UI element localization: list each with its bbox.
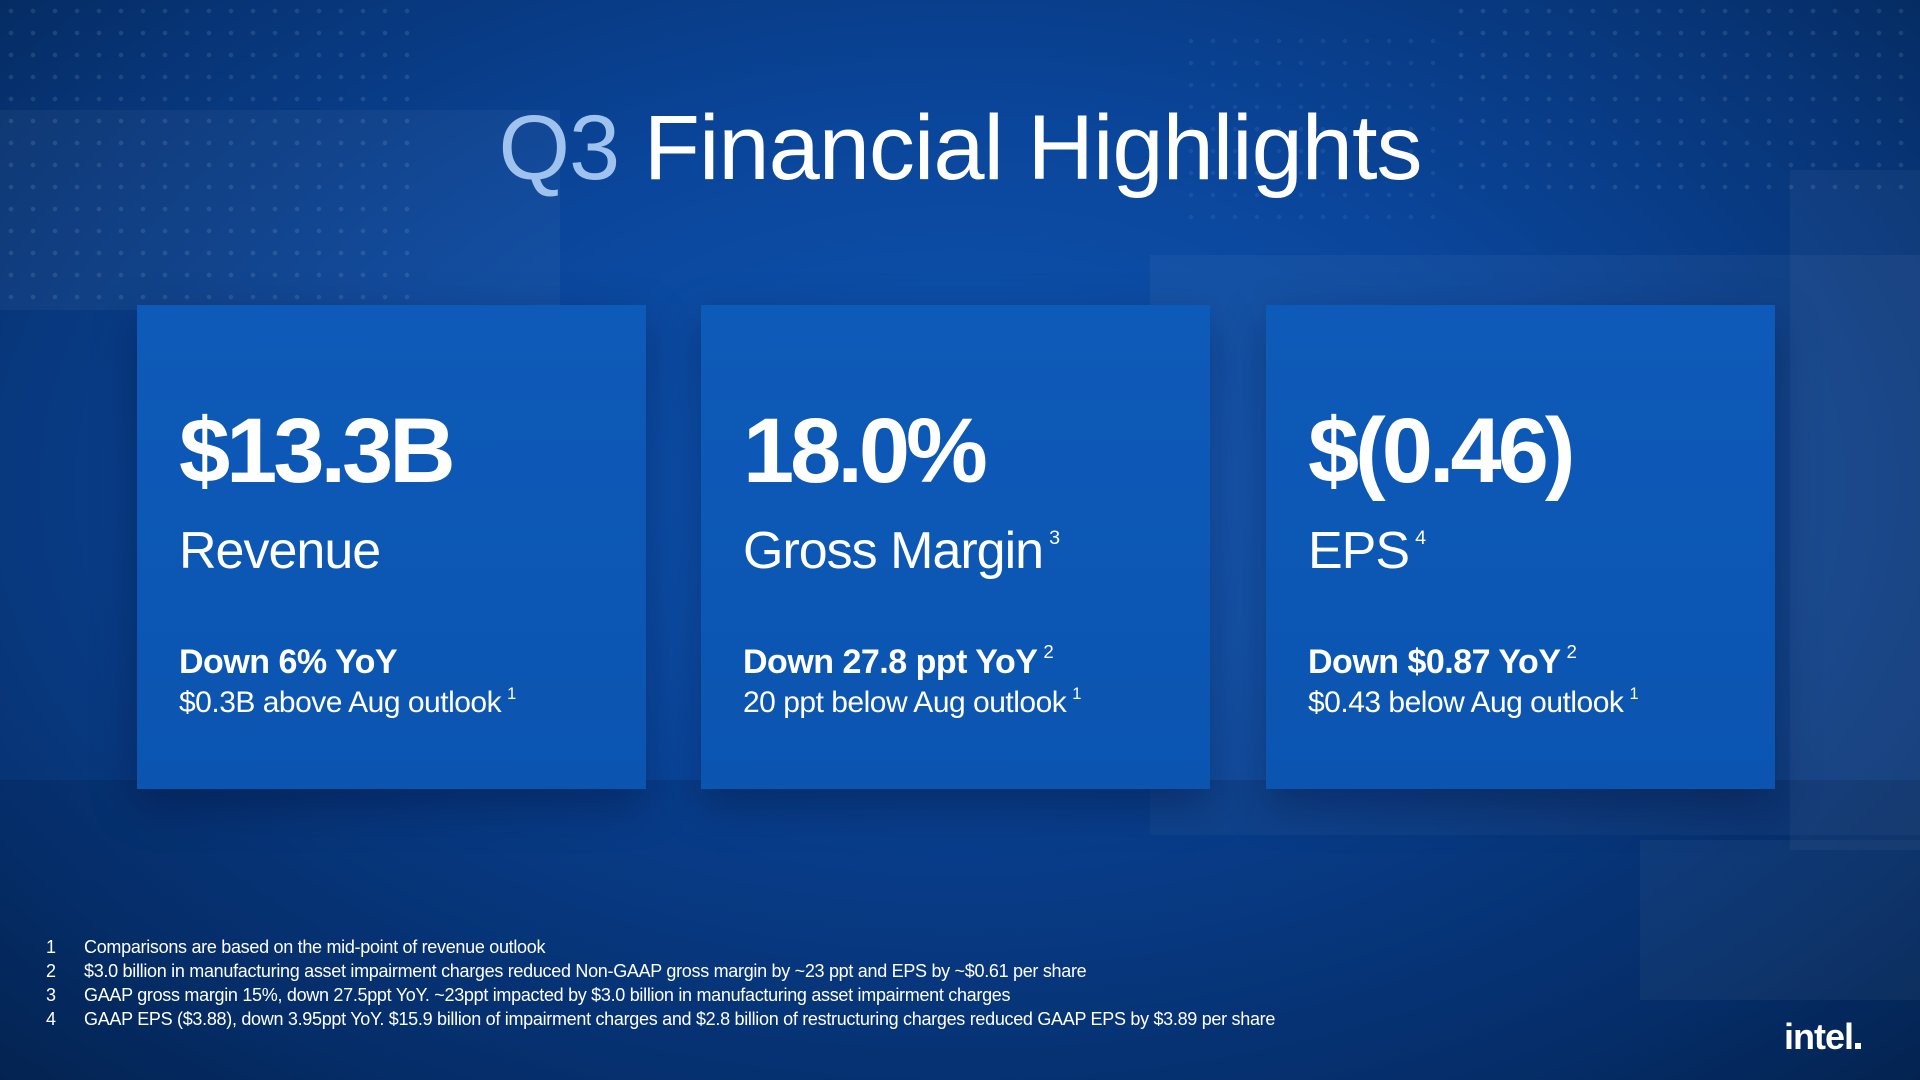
footnote-ref: 1 <box>1629 685 1639 703</box>
card-delta-text: Down $0.87 YoY <box>1308 643 1561 681</box>
background-block <box>1790 170 1920 850</box>
card-label: Gross Margin 3 <box>743 525 1060 577</box>
background-dot-pattern-right <box>1450 0 1920 200</box>
logo-text: intel <box>1784 1016 1854 1057</box>
footnote-item: 1 Comparisons are based on the mid-point… <box>46 935 1275 959</box>
card-outlook-text: $0.3B above Aug outlook <box>179 686 502 719</box>
card-outlook-text: 20 ppt below Aug outlook <box>743 686 1067 719</box>
card-delta-text: Down 6% YoY <box>179 643 398 681</box>
background-dot-pattern-mid <box>1180 30 1440 220</box>
card-label-text: EPS <box>1308 522 1410 580</box>
background-block <box>1640 840 1920 1000</box>
footnote-number: 4 <box>46 1009 56 1029</box>
card-outlook-text: $0.43 below Aug outlook <box>1308 686 1624 719</box>
card-outlook: $0.3B above Aug outlook 1 <box>179 685 516 719</box>
card-outlook: 20 ppt below Aug outlook 1 <box>743 685 1081 719</box>
footnote-text: GAAP EPS ($3.88), down 3.95ppt YoY. $15.… <box>84 1009 1276 1029</box>
card-value: $13.3B <box>179 400 456 502</box>
footnote-item: 2 $3.0 billion in manufacturing asset im… <box>46 959 1275 983</box>
title-text: Financial Highlights <box>643 97 1423 199</box>
footnote-ref: 4 <box>1415 527 1427 549</box>
background-block <box>0 110 560 310</box>
card-delta: Down 27.8 ppt YoY 2 <box>743 642 1054 681</box>
card-delta: Down $0.87 YoY 2 <box>1308 642 1577 681</box>
footnote-ref: 1 <box>507 685 516 703</box>
footnote-text: $3.0 billion in manufacturing asset impa… <box>84 961 1087 981</box>
footnote-item: 3 GAAP gross margin 15%, down 27.5ppt Yo… <box>46 983 1275 1007</box>
footnote-text: Comparisons are based on the mid-point o… <box>84 937 546 957</box>
background-block <box>0 780 1920 1080</box>
footnote-number: 3 <box>46 985 56 1005</box>
logo-dot <box>1855 1043 1862 1049</box>
card-label-text: Revenue <box>179 522 381 580</box>
gross-margin-card: 18.0% Gross Margin 3 Down 27.8 ppt YoY 2 2… <box>701 305 1210 789</box>
card-value: $(0.46) <box>1308 400 1575 502</box>
footnote-ref: 2 <box>1566 641 1577 662</box>
background-dot-pattern-left <box>0 0 420 300</box>
footnote-number: 1 <box>46 937 56 957</box>
footnote-item: 4 GAAP EPS ($3.88), down 3.95ppt YoY. $1… <box>46 1007 1275 1031</box>
card-label: Revenue <box>179 522 381 580</box>
footnote-number: 2 <box>46 961 56 981</box>
eps-card: $(0.46) EPS 4 Down $0.87 YoY 2 $0.43 below… <box>1266 305 1775 789</box>
footnote-ref: 3 <box>1049 527 1061 549</box>
card-label: EPS 4 <box>1308 525 1426 577</box>
page-title: Q3 Financial Highlights <box>0 96 1920 201</box>
card-delta: Down 6% YoY <box>179 643 398 681</box>
footnote-ref: 2 <box>1043 641 1054 662</box>
revenue-card: $13.3B Revenue Down 6% YoY $0.3B above A… <box>137 305 646 789</box>
card-value: 18.0% <box>743 400 988 502</box>
intel-logo: intel <box>1784 1016 1862 1058</box>
footnotes: 1 Comparisons are based on the mid-point… <box>46 935 1275 1031</box>
title-quarter: Q3 <box>498 97 620 199</box>
card-label-text: Gross Margin <box>743 522 1044 580</box>
card-delta-text: Down 27.8 ppt YoY <box>743 643 1038 681</box>
footnote-text: GAAP gross margin 15%, down 27.5ppt YoY.… <box>84 985 1011 1005</box>
footnote-ref: 1 <box>1072 685 1081 703</box>
card-outlook: $0.43 below Aug outlook 1 <box>1308 685 1639 719</box>
